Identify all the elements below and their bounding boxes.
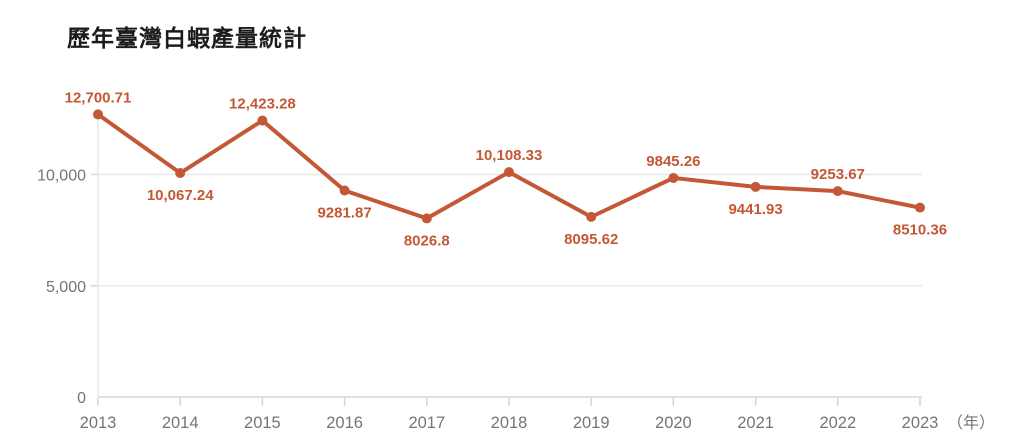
- x-tick-label: 2016: [326, 414, 363, 432]
- data-point-marker[interactable]: [421, 213, 432, 224]
- data-point-marker[interactable]: [93, 109, 103, 120]
- data-point-label: 10,067.24: [147, 187, 214, 204]
- x-tick-label: 2023: [902, 414, 939, 432]
- y-tick-label: 5,000: [46, 279, 86, 296]
- x-tick-label: 2022: [819, 414, 856, 432]
- x-tick-label: 2017: [408, 414, 445, 432]
- y-tick-label: 0: [77, 390, 86, 407]
- data-point-marker[interactable]: [586, 211, 597, 222]
- x-tick-label: 2018: [491, 414, 528, 432]
- data-point-label: 12,700.71: [65, 89, 132, 106]
- x-tick-label: 2014: [162, 414, 199, 432]
- data-point-marker[interactable]: [750, 181, 761, 192]
- data-point-marker[interactable]: [832, 186, 843, 197]
- y-tick-label: 10,000: [37, 168, 86, 185]
- data-point-label: 9845.26: [646, 153, 700, 170]
- data-point-label: 8095.62: [564, 231, 618, 248]
- data-point-label: 9253.67: [811, 166, 865, 183]
- data-point-marker[interactable]: [668, 172, 679, 183]
- data-point-label: 12,423.28: [229, 96, 296, 113]
- chart-title: 歷年臺灣白蝦產量統計: [67, 25, 307, 51]
- x-tick-label: 2020: [655, 414, 692, 432]
- x-tick-label: 2019: [573, 414, 610, 432]
- data-point-label: 9281.87: [317, 204, 371, 221]
- data-point-label: 10,108.33: [476, 147, 543, 164]
- data-point-marker[interactable]: [504, 167, 514, 178]
- data-point-label: 8026.8: [404, 232, 450, 249]
- x-tick-label: 2021: [737, 414, 774, 432]
- data-point-label: 8510.36: [893, 222, 947, 239]
- x-axis-unit-label: （年）: [947, 414, 995, 432]
- data-point-marker[interactable]: [339, 185, 350, 196]
- x-tick-label: 2015: [244, 414, 281, 432]
- x-tick-label: 2013: [80, 414, 117, 432]
- data-point-label: 9441.93: [728, 201, 782, 218]
- data-point-marker[interactable]: [175, 168, 186, 179]
- series-line: [96, 112, 922, 221]
- data-point-marker[interactable]: [257, 115, 268, 126]
- data-point-marker[interactable]: [915, 202, 925, 213]
